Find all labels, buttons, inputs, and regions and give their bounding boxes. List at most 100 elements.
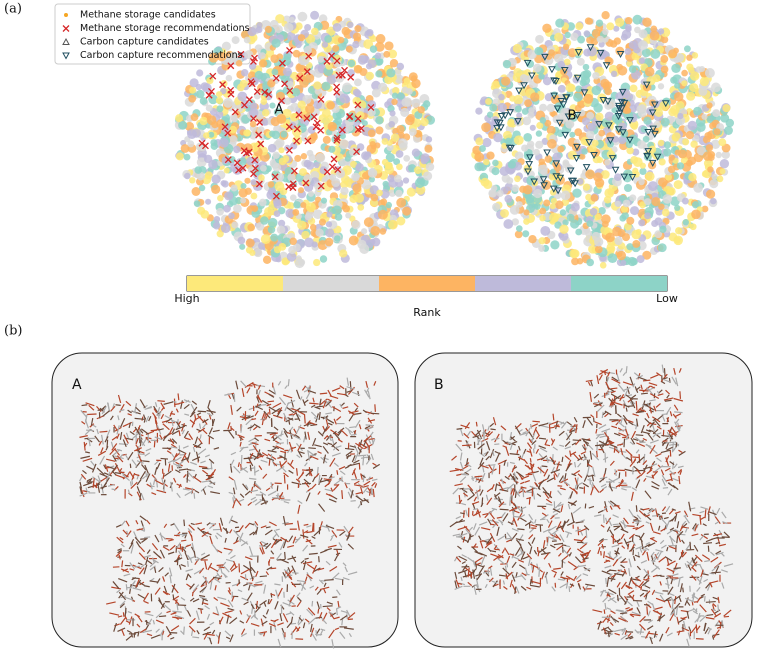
point <box>700 77 709 86</box>
point <box>396 163 403 170</box>
point <box>523 218 530 225</box>
bond <box>323 606 333 607</box>
point <box>481 122 491 132</box>
point <box>376 34 386 44</box>
point <box>294 155 301 162</box>
point <box>357 204 364 211</box>
point <box>716 152 722 158</box>
point <box>188 95 196 103</box>
point <box>287 173 295 181</box>
point <box>559 225 568 234</box>
point <box>658 83 664 89</box>
point <box>403 177 409 183</box>
point <box>535 141 543 149</box>
point <box>265 26 272 33</box>
point <box>353 184 362 193</box>
bond <box>371 413 379 414</box>
point <box>249 108 259 118</box>
point <box>194 200 201 207</box>
point <box>538 73 544 79</box>
point <box>279 158 287 166</box>
point <box>382 138 389 145</box>
point <box>690 223 697 230</box>
bond <box>461 474 468 475</box>
point <box>720 114 729 123</box>
point <box>353 32 361 40</box>
point <box>552 153 561 162</box>
point <box>175 114 183 122</box>
point <box>420 118 428 126</box>
point <box>571 203 580 212</box>
point <box>702 171 709 178</box>
point <box>677 113 683 119</box>
bond <box>250 465 251 471</box>
point <box>338 37 345 44</box>
point <box>549 213 559 223</box>
point <box>216 91 222 97</box>
point <box>503 60 511 68</box>
bond <box>260 576 267 577</box>
point <box>505 138 512 145</box>
point <box>301 135 307 141</box>
point <box>402 207 411 216</box>
point <box>217 195 223 201</box>
marker <box>329 164 335 170</box>
point <box>203 132 209 138</box>
point <box>216 97 223 104</box>
point <box>650 31 660 41</box>
point <box>534 203 541 210</box>
point <box>328 122 337 131</box>
bond <box>462 445 471 446</box>
point <box>686 54 692 60</box>
point <box>686 131 694 139</box>
point <box>530 125 536 131</box>
point <box>315 229 323 237</box>
point <box>523 185 532 194</box>
point <box>567 214 575 222</box>
bond <box>188 561 189 567</box>
point <box>693 107 702 116</box>
point <box>231 221 238 228</box>
point <box>720 159 729 168</box>
point <box>709 179 718 188</box>
point <box>554 33 563 42</box>
point <box>587 220 594 227</box>
point <box>298 34 305 41</box>
point <box>605 233 615 243</box>
point <box>287 81 294 88</box>
point <box>323 136 331 144</box>
bond <box>539 438 546 439</box>
point <box>233 204 242 213</box>
point <box>533 189 542 198</box>
bond <box>288 379 289 386</box>
point <box>211 174 220 183</box>
point <box>200 210 209 219</box>
point <box>305 104 314 113</box>
point <box>388 121 395 128</box>
point <box>573 93 582 102</box>
point <box>328 146 335 153</box>
point <box>580 137 589 146</box>
point <box>711 83 721 93</box>
point <box>630 206 639 215</box>
point <box>196 84 202 90</box>
point <box>603 84 610 91</box>
bond <box>217 565 224 566</box>
point <box>474 152 484 162</box>
bond <box>578 527 579 536</box>
point <box>569 132 575 138</box>
point <box>539 104 547 112</box>
bond <box>239 564 240 573</box>
box-label: B <box>434 377 444 393</box>
point <box>216 208 224 216</box>
point <box>392 93 398 99</box>
point <box>722 104 730 112</box>
point <box>364 217 374 227</box>
point <box>677 162 684 169</box>
bond <box>297 468 298 476</box>
point <box>395 190 402 197</box>
point <box>547 104 555 112</box>
point <box>668 108 676 116</box>
point <box>514 176 521 183</box>
point <box>423 171 432 180</box>
